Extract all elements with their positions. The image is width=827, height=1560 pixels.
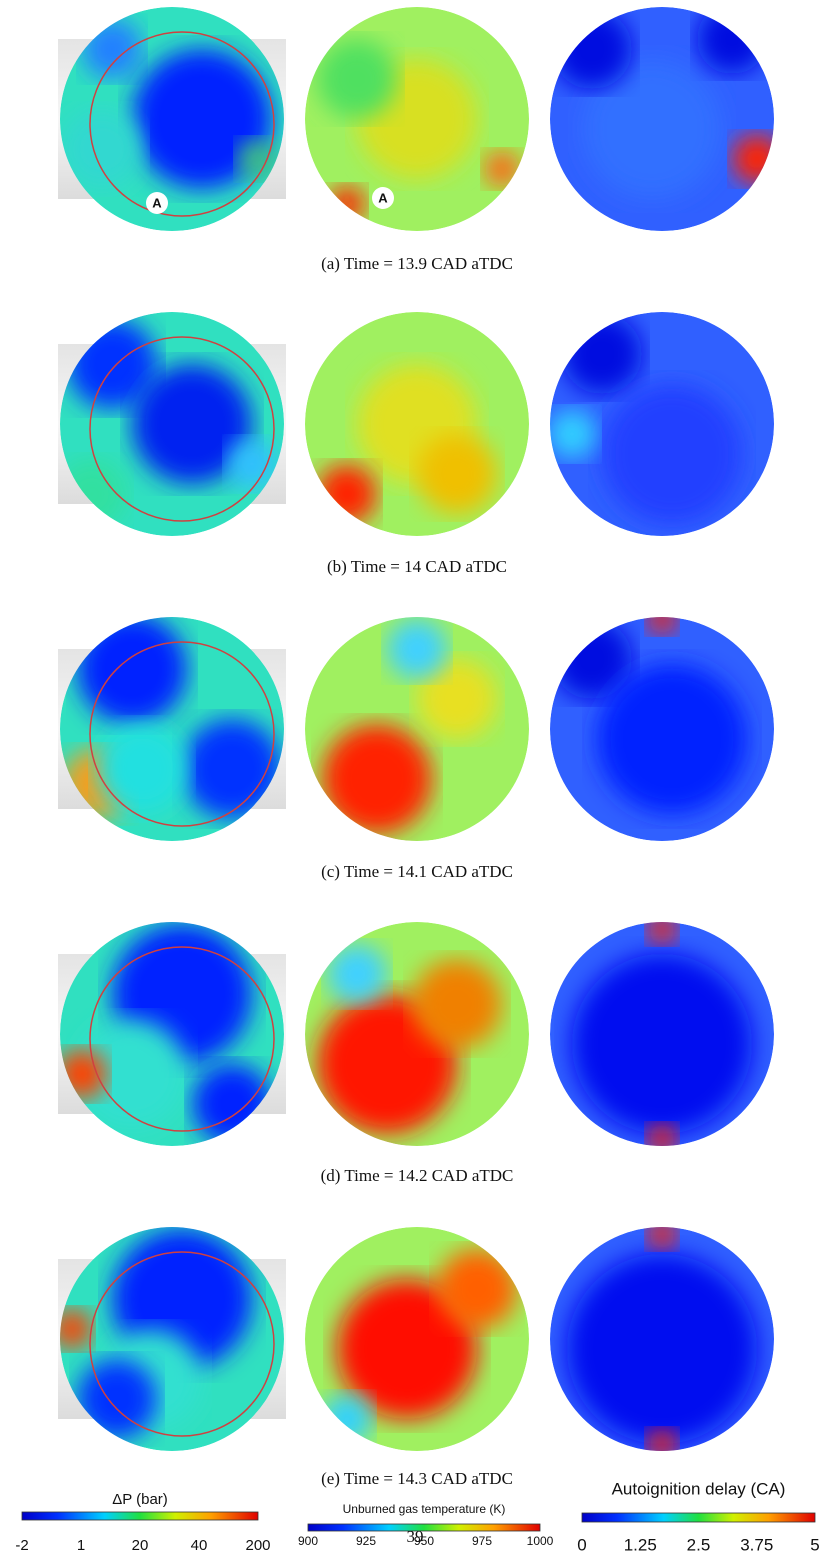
colorbar-title: Autoignition delay (CA) (612, 1479, 786, 1498)
field-blob (132, 364, 252, 484)
marker-label: A (152, 195, 162, 210)
simulation-image (305, 922, 529, 1146)
field-blob (317, 464, 377, 524)
simulation-image (305, 617, 529, 841)
field-blob (552, 9, 632, 89)
field-blob (237, 139, 277, 179)
marker-circle (146, 192, 168, 214)
colorbar-tick-label: 200 (245, 1537, 270, 1554)
colorbar (307, 1523, 541, 1532)
field-blob (62, 109, 142, 189)
field-blob (550, 409, 597, 459)
caption: (b) Time = 14 CAD aTDC (327, 557, 507, 576)
flame-contour (89, 336, 275, 522)
field-blob (572, 954, 752, 1134)
field-blob (322, 1394, 372, 1444)
field-blob (77, 617, 187, 724)
simulation-image (550, 922, 774, 1146)
page-number: 39 (407, 1527, 424, 1546)
field-blob (417, 434, 497, 514)
colorbar-tick-label: -2 (15, 1537, 28, 1554)
field-blob (182, 719, 282, 819)
field-blob (484, 151, 520, 187)
simulation-image (305, 1227, 529, 1451)
simulation-image (60, 1227, 284, 1451)
field-blob (647, 1227, 677, 1249)
colorbar-tick-label: 1.25 (624, 1535, 657, 1554)
field-blob (647, 922, 677, 944)
colorbar-tick-label: 900 (298, 1534, 318, 1548)
marker-circle (372, 187, 394, 209)
field-blob (327, 944, 387, 1004)
colorbar-title: Unburned gas temperature (K) (343, 1502, 506, 1516)
field-blob (412, 959, 502, 1049)
field-blob (602, 384, 742, 524)
field-blob (647, 617, 677, 634)
simulation-image (305, 7, 529, 231)
field-blob (337, 1279, 477, 1419)
field-blob (562, 314, 642, 394)
field-blob (697, 7, 767, 74)
simulation-image (550, 1227, 774, 1451)
field-blob (77, 1019, 187, 1129)
field-blob (60, 1309, 92, 1349)
field-blob (437, 1249, 517, 1329)
flame-contour (89, 946, 275, 1132)
colorbar-title: ΔP (bar) (112, 1491, 168, 1508)
colorbar-tick-label: 5 (810, 1535, 819, 1554)
simulation-image (305, 312, 529, 536)
field-blob (387, 619, 447, 679)
field-blob (567, 1254, 757, 1444)
field-blob (132, 49, 272, 189)
colorbar-tick-label: 950 (414, 1534, 434, 1548)
field-blob (317, 39, 397, 119)
simulation-image (60, 922, 284, 1146)
flame-contour (89, 1251, 275, 1437)
field-blob (97, 724, 187, 814)
field-blob (322, 724, 432, 834)
field-blob (329, 186, 365, 222)
colorbar-tick-label: 925 (356, 1534, 376, 1548)
simulation-image (550, 7, 774, 231)
colorbar-tick-label: 3.75 (740, 1535, 773, 1554)
simulation-image (550, 312, 774, 536)
colorbar (581, 1512, 816, 1523)
caption: (c) Time = 14.1 CAD aTDC (321, 862, 513, 881)
colorbar-tick-label: 1 (77, 1537, 85, 1554)
simulation-image (60, 7, 284, 231)
field-blob (417, 659, 497, 739)
colorbar-tick-label: 40 (191, 1537, 208, 1554)
colorbar-tick-label: 20 (132, 1537, 149, 1554)
flame-contour (89, 31, 275, 217)
simulation-image (60, 617, 284, 841)
field-blob (227, 439, 277, 489)
field-blob (647, 1429, 677, 1451)
colorbar-tick-label: 1000 (527, 1534, 554, 1548)
field-blob (732, 134, 774, 184)
marker-label: A (378, 190, 388, 205)
field-blob (82, 19, 142, 79)
simulation-image (550, 617, 774, 841)
field-blob (647, 1124, 677, 1146)
flame-contour (89, 641, 275, 827)
field-blob (582, 59, 722, 199)
colorbar-tick-label: 2.5 (687, 1535, 711, 1554)
colorbar-tick-label: 975 (472, 1534, 492, 1548)
caption: (d) Time = 14.2 CAD aTDC (321, 1166, 514, 1185)
field-blob (77, 1359, 157, 1439)
colorbar (21, 1511, 259, 1521)
caption: (a) Time = 13.9 CAD aTDC (321, 254, 513, 273)
colorbar-tick-label: 0 (577, 1535, 586, 1554)
caption: (e) Time = 14.3 CAD aTDC (321, 1469, 513, 1488)
field-blob (597, 664, 747, 814)
